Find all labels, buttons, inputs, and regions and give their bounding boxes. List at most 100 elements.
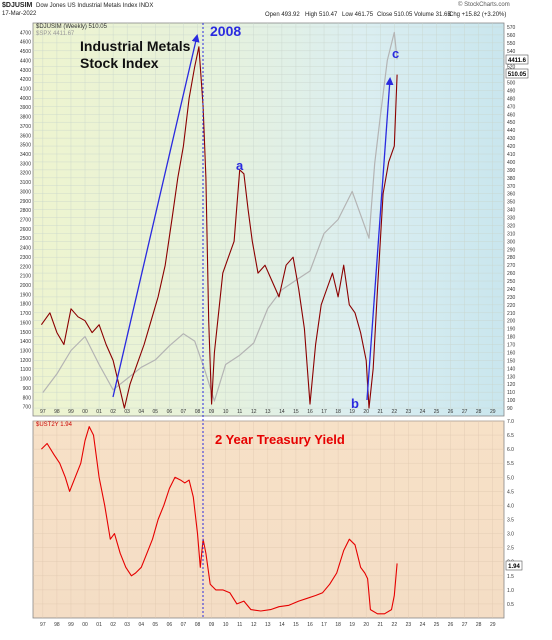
left-tick-label: 2900: [20, 199, 31, 205]
price-tag-spx: 4411.6: [505, 54, 529, 65]
yield-line: [41, 426, 398, 615]
yield-series: [41, 426, 398, 615]
x-tick-label: 21: [377, 409, 383, 415]
left-tick-label: 1300: [20, 349, 31, 355]
left-tick-label: 1700: [20, 311, 31, 317]
yield-tick-label: 5.0: [507, 475, 514, 481]
close-label: Close 510.05: [377, 12, 413, 18]
left-tick-label: 1900: [20, 292, 31, 298]
right-tick-label: 260: [507, 271, 516, 277]
left-tick-label: 2600: [20, 227, 31, 233]
spx-line: [42, 31, 398, 402]
right-tick-label: 360: [507, 192, 516, 198]
x-tick-label: 14: [279, 409, 285, 415]
right-tick-label: 450: [507, 120, 516, 126]
yield-tick-label: 0.5: [507, 602, 514, 608]
x-tick-label: 03: [124, 622, 130, 628]
x-tick-label: 97: [40, 622, 46, 628]
x-tick-label: 26: [448, 622, 454, 628]
left-tick-label: 3900: [20, 105, 31, 111]
annotation-c: c: [392, 46, 400, 61]
right-tick-label: 150: [507, 358, 516, 364]
yield-tick-label: 6.5: [507, 433, 514, 439]
right-tick-label: 330: [507, 216, 516, 222]
x-tick-label: 28: [476, 622, 482, 628]
yield-tick-label: 7.0: [507, 419, 514, 425]
left-tick-label: 2300: [20, 255, 31, 261]
right-tick-label: 560: [507, 33, 516, 39]
right-tick-label: 320: [507, 223, 516, 229]
svg-text:4411.6: 4411.6: [508, 58, 527, 64]
right-tick-label: 200: [507, 319, 516, 325]
left-tick-label: 4700: [20, 30, 31, 36]
right-tick-label: 340: [507, 208, 516, 214]
left-tick-label: 2200: [20, 264, 31, 270]
x-tick-label: 26: [448, 409, 454, 415]
legend-metals: $DJUSIM (Weekly) 510.05: [36, 24, 107, 30]
x-tick-label: 02: [110, 622, 116, 628]
x-axis-top: 97 98 99 00 01 02 03 04 05 06 07 08 09 10 11 12 13 14 15 16…: [40, 409, 496, 415]
yield-tick-label: 4.0: [507, 503, 514, 509]
x-tick-label: 97: [40, 409, 46, 415]
left-tick-label: 4600: [20, 40, 31, 46]
yield-tick-label: 4.5: [507, 489, 514, 495]
x-tick-label: 00: [82, 622, 88, 628]
volume-label: Volume 31.6B: [414, 12, 452, 18]
left-tick-label: 1100: [20, 367, 31, 373]
yield-tick-label: 2.5: [507, 546, 514, 552]
left-tick-label: 1200: [20, 358, 31, 364]
right-tick-label: 410: [507, 152, 516, 158]
arrow-2020-2022: [366, 77, 394, 401]
annotation-a: a: [236, 158, 244, 173]
right-tick-label: 480: [507, 96, 516, 102]
x-tick-label: 13: [265, 622, 271, 628]
metals-line: [40, 46, 398, 409]
right-tick-label: 310: [507, 231, 516, 237]
yield-axis: 0.51.01.52.02.53.03.54.04.55.05.56.06.57…: [507, 419, 514, 608]
annotation-2008: 2008: [210, 23, 242, 39]
x-tick-label: 98: [54, 622, 60, 628]
right-tick-label: 460: [507, 112, 516, 118]
x-tick-label: 08: [195, 409, 201, 415]
x-tick-label: 18: [335, 409, 341, 415]
left-tick-label: 4500: [20, 49, 31, 55]
right-tick-label: 290: [507, 247, 516, 253]
left-tick-label: 3100: [20, 180, 31, 186]
right-tick-label: 240: [507, 287, 516, 293]
right-tick-label: 550: [507, 41, 516, 47]
right-tick-label: 180: [507, 335, 516, 341]
x-tick-label: 21: [377, 622, 383, 628]
x-tick-label: 20: [363, 622, 369, 628]
bottom-chart-title: 2 Year Treasury Yield: [215, 432, 345, 447]
yield-tick-label: 3.5: [507, 518, 514, 524]
x-tick-label: 22: [392, 409, 398, 415]
x-tick-label: 22: [392, 622, 398, 628]
right-tick-label: 280: [507, 255, 516, 261]
x-tick-label: 02: [110, 409, 116, 415]
date-label: 17-Mar-2022: [2, 11, 37, 17]
right-tick-label: 350: [507, 200, 516, 206]
x-tick-label: 00: [82, 409, 88, 415]
left-tick-label: 2800: [20, 208, 31, 214]
x-tick-label: 23: [406, 622, 412, 628]
x-tick-label: 23: [406, 409, 412, 415]
right-tick-label: 370: [507, 184, 516, 190]
x-tick-label: 06: [167, 409, 173, 415]
right-tick-label: 570: [507, 25, 516, 31]
x-tick-label: 24: [420, 409, 426, 415]
x-tick-label: 07: [181, 622, 187, 628]
left-tick-label: 4200: [20, 77, 31, 83]
x-tick-label: 11: [237, 622, 242, 628]
right-tick-label: 120: [507, 382, 516, 388]
change-label: Chg +15.82 (+3.20%): [449, 12, 507, 18]
x-tick-label: 16: [307, 622, 313, 628]
left-tick-label: 2400: [20, 246, 31, 252]
right-tick-label: 500: [507, 81, 516, 87]
right-tick-label: 190: [507, 327, 516, 333]
right-tick-label: 130: [507, 374, 516, 380]
arrow-2002-2008: [112, 34, 200, 398]
annotation-b: b: [351, 396, 359, 411]
right-tick-label: 540: [507, 49, 516, 55]
left-tick-label: 2000: [20, 283, 31, 289]
